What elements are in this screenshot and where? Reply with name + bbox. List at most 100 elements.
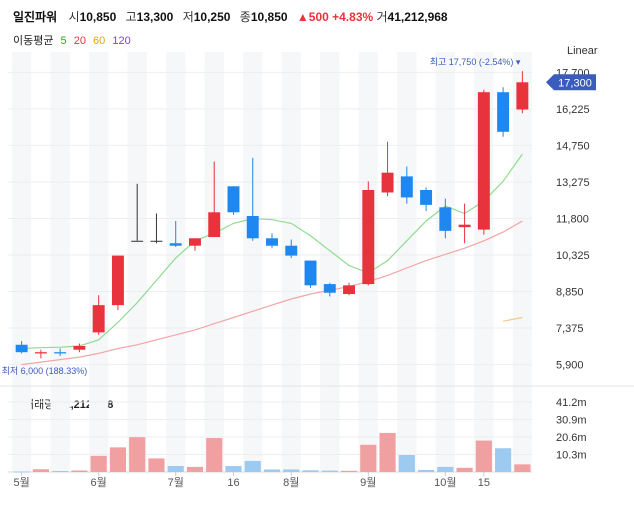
ma-120-label[interactable]: 120 [112,35,131,47]
background-band [435,52,455,472]
x-tick-label: 16 [227,477,239,489]
price-tick-label: 11,800 [556,213,589,225]
volume-bar [225,466,242,472]
background-band [50,52,70,472]
price-tick-label: 7,375 [556,323,584,335]
scale-toggle-button[interactable]: Linear [567,45,598,57]
volume-bar [495,448,512,472]
volume-tick-label: 41.2m [556,397,587,409]
close-value: 10,850 [250,10,288,24]
volume-bar [71,470,88,472]
axes: 17,70016,22514,75013,27511,80010,3258,85… [14,67,590,489]
ma-5-label[interactable]: 5 [60,35,67,47]
candle-body [246,216,259,239]
candle-body [54,352,67,354]
background-band [166,52,186,472]
annotations: 최고 17,750 (-2.54%) ▾ ▴ 최저 6,000 (188.33%)… [0,57,596,376]
candle-body [266,238,278,246]
low-value: 10,250 [193,10,231,24]
ma-legend-label: 이동평균 [13,35,54,47]
candle-body [188,238,201,246]
background-band [512,52,532,472]
candle-body [343,285,356,294]
high-value: 13,300 [136,10,174,24]
candle-body [285,245,298,256]
high-annotation: 최고 17,750 (-2.54%) ▾ [430,57,521,67]
candle-body [420,190,433,205]
close-label: 종 [239,10,251,24]
low-label: 저 [182,10,194,24]
background-band [320,52,340,472]
volume-bar [398,455,415,472]
background-band [281,52,301,472]
candle-body [34,352,47,354]
x-tick-label: 7월 [168,476,184,489]
ma60-line [502,316,523,322]
price-tick-label: 8,850 [556,287,584,299]
volume-tick-label: 30.9m [556,415,587,427]
price-tick-label: 5,900 [556,360,584,372]
open-label: 시 [68,10,80,24]
candle-body [73,346,86,350]
candle-body [477,92,490,230]
background-band [89,52,109,472]
current-price-label: 17,300 [558,77,592,89]
current-price-tag [546,74,596,91]
candle-body [400,176,413,198]
volume-bar [244,460,261,472]
volume-bar [32,469,49,472]
x-tick-label: 10월 [434,476,456,489]
candle-body [169,243,182,246]
ma-20-label[interactable]: 20 [73,35,86,47]
volume-bar [437,466,454,472]
candle-body [439,207,452,231]
candle-body [458,224,471,228]
chart-background [0,52,634,473]
ma20-line [21,220,523,366]
candle-body [304,260,317,286]
volume-tick-label: 10.3m [556,450,587,462]
candle-body [111,255,124,306]
volume-bar [302,470,319,472]
volume-bar [514,464,531,472]
candle-body [362,190,375,285]
candle-body [150,240,163,242]
candle-body [208,212,221,238]
volume-tick-label: 20.6m [556,432,587,444]
volume-bar [186,466,204,472]
ma5-line [21,153,523,350]
volume-bar [321,470,338,472]
price-tick-label: 16,225 [556,104,590,116]
price-tick-label: 14,750 [556,140,590,152]
volume-bar [167,466,184,472]
volume-bar [90,455,107,472]
low-annotation: ▴ 최저 6,000 (188.33%) [0,366,87,376]
ma-60-label[interactable]: 60 [93,35,106,47]
candle-body [323,284,336,293]
background-band [397,52,417,472]
price-header: 일진파워 시10,850 고13,300 저10,250 종10,850 ▲50… [13,8,454,25]
candle-body [381,172,394,193]
volume-bar [13,471,30,473]
candle-body [15,344,28,353]
volume-bar [129,437,146,472]
price-tick-label: 10,325 [556,250,590,262]
x-tick-label: 6월 [91,476,107,489]
x-tick-label: 8월 [283,476,299,489]
change-value: ▲500 +4.83% [296,10,374,24]
candle-body [131,240,144,242]
moving-average-legend[interactable]: 이동평균 5 20 60 120 [13,32,135,48]
volume-bar [52,470,69,472]
volume-value: 41,212,968 [387,10,448,24]
volume-bar [360,444,377,472]
x-tick-label: 9월 [360,476,376,489]
candle-body [227,186,240,213]
candle-body [92,305,105,333]
stock-name: 일진파워 [13,10,58,24]
volume-bar [148,458,165,472]
volume-bar [475,440,492,472]
open-value: 10,850 [79,10,117,24]
background-band [127,52,147,472]
moving-average-lines [21,153,523,366]
